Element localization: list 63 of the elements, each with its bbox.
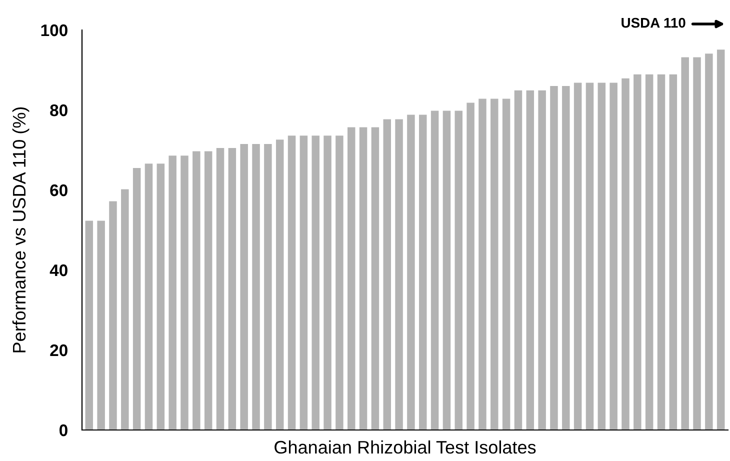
bar [168,156,176,430]
bar [562,86,570,430]
bar [466,102,474,430]
y-tick-label: 80 [50,104,68,116]
bar [216,148,224,430]
y-tick-label: 20 [50,344,68,356]
bar [538,90,546,430]
bar [347,127,356,430]
bar [669,74,678,430]
bar [240,144,248,430]
bar [276,140,284,430]
bar [716,50,725,430]
bar [156,164,165,430]
y-tick-label: 0 [60,424,68,436]
bar [252,144,260,430]
x-axis-title: Ghanaian Rhizobial Test Isolates [274,440,536,454]
bar [526,90,534,430]
bar [371,127,380,430]
bar [442,110,451,430]
bar [264,144,272,430]
bar [610,82,618,430]
bar [97,220,105,430]
bar [383,119,391,430]
bar [132,168,141,430]
y-axis-title: Performance vs USDA 110 (%) [12,107,30,352]
bar [681,57,689,430]
bar [395,119,403,430]
bar [407,114,415,430]
bar [586,82,594,430]
bar [514,90,522,430]
bar [645,74,654,430]
bar [300,136,308,430]
bar [430,110,439,430]
bar [336,136,344,430]
bar [192,151,200,430]
bar [228,148,236,430]
bar [574,82,582,430]
bar [454,110,463,430]
y-tick-label: 40 [50,264,68,276]
bar [204,151,212,430]
bar [598,82,606,430]
bar [634,74,642,430]
bar [478,98,486,430]
bar [121,189,129,430]
bar [324,136,332,430]
text: USDA 110 [622,18,686,28]
bar [705,54,713,430]
y-tick-label: 100 [41,24,68,36]
bar [109,201,117,430]
y-tick-label: 60 [50,184,68,196]
bar [144,164,153,430]
bar [312,136,320,430]
bar [502,98,510,430]
bar [180,156,188,430]
bar [288,136,296,430]
bar [657,74,666,430]
bar [419,114,427,430]
bar [359,127,368,430]
bar [85,220,94,430]
bar [693,57,701,430]
bar [622,78,630,430]
bar [550,86,558,430]
bar [490,98,498,430]
